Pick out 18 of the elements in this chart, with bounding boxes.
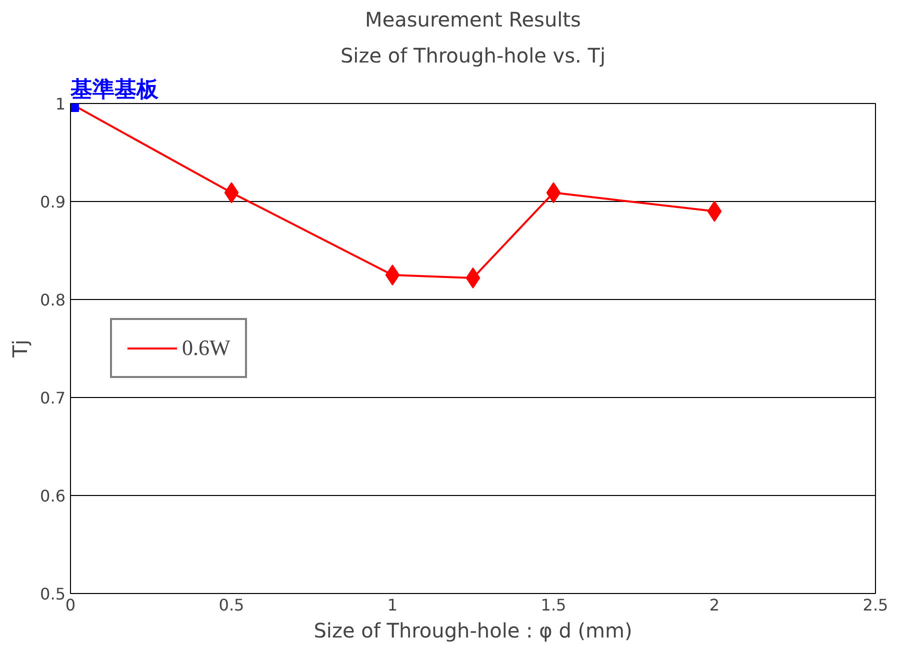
- x-tick-label: 2.5: [862, 596, 888, 614]
- x-tick-label: 1.5: [540, 596, 566, 614]
- x-tick-label: 1: [387, 596, 398, 614]
- chart-title: Measurement Results: [365, 8, 581, 32]
- x-tick-label: 0.5: [218, 596, 244, 614]
- y-tick-label: 1: [55, 94, 66, 114]
- y-tick-label: 0.9: [40, 192, 66, 212]
- y-tick-label: 0.6: [40, 486, 66, 506]
- y-tick-label: 0.7: [40, 388, 66, 408]
- point: [385, 264, 400, 286]
- x-tick-label: 2: [709, 596, 720, 614]
- x-axis-title: Size of Through-hole : φ d (mm): [314, 618, 632, 642]
- y-axis-title: Tj: [8, 340, 32, 358]
- chart-subtitle: Size of Through-hole vs. Tj: [340, 44, 606, 68]
- x-tick-label: 0: [65, 596, 76, 614]
- annotation: 基準基板: [70, 76, 160, 102]
- y-tick-label: 0.8: [40, 290, 66, 310]
- legend-label: 0.6W: [182, 335, 230, 361]
